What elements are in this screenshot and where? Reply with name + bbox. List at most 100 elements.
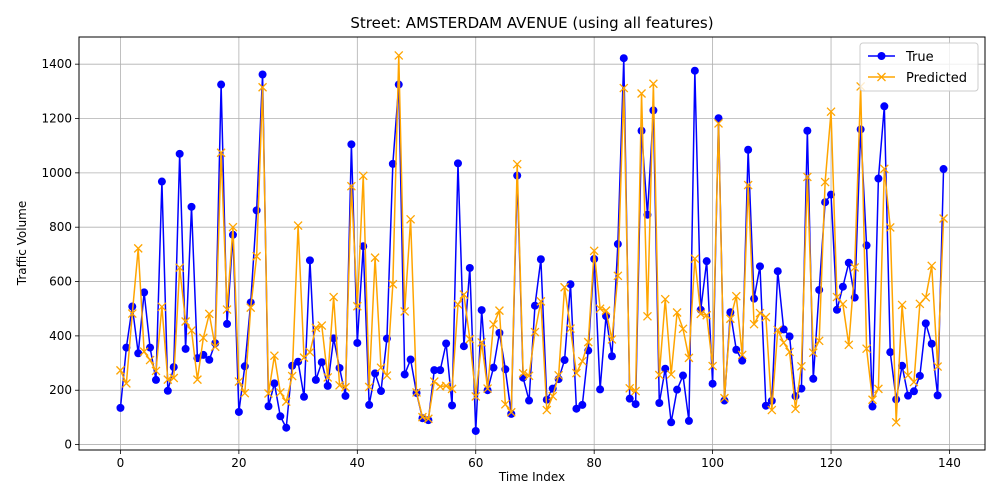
data-point-predicted: [364, 382, 374, 392]
data-point-predicted: [921, 292, 931, 302]
data-point-predicted: [714, 118, 723, 128]
data-point-predicted: [773, 325, 783, 335]
data-point-predicted: [530, 327, 540, 337]
data-point-true: [353, 338, 362, 347]
data-point-true: [181, 344, 190, 353]
data-point-predicted: [246, 303, 256, 313]
data-point-true: [305, 256, 314, 265]
data-point-true: [483, 386, 492, 395]
data-point-predicted: [210, 342, 220, 352]
data-point-predicted: [133, 243, 143, 253]
data-point-true: [779, 325, 788, 334]
data-point-true: [773, 267, 782, 276]
data-point-predicted: [637, 89, 647, 98]
data-point-predicted: [370, 253, 380, 263]
data-point-predicted: [708, 361, 718, 371]
data-point-true: [335, 363, 344, 372]
data-point-true: [530, 301, 539, 310]
data-point-predicted: [311, 323, 321, 333]
data-point-predicted: [725, 314, 735, 324]
data-point-true: [471, 426, 480, 435]
data-point-predicted: [175, 263, 185, 273]
data-point-true: [679, 371, 687, 380]
data-point-predicted: [323, 372, 333, 382]
data-point-predicted: [240, 388, 250, 398]
data-point-predicted: [234, 377, 244, 386]
data-point-predicted: [891, 417, 901, 427]
data-point-predicted: [560, 282, 570, 292]
x-tick-label: 120: [820, 456, 843, 470]
data-point-predicted: [619, 83, 629, 93]
data-point-true: [619, 54, 628, 63]
data-point-true: [134, 349, 143, 358]
data-point-predicted: [808, 348, 818, 358]
data-point-predicted: [264, 389, 273, 398]
data-point-true: [868, 402, 877, 411]
data-point-true: [690, 66, 699, 75]
data-point-true: [436, 366, 445, 375]
legend-label-true: True: [905, 50, 934, 65]
data-point-predicted: [820, 177, 830, 187]
y-tick-label: 600: [49, 275, 72, 289]
data-point-true: [708, 379, 717, 388]
data-point-predicted: [181, 317, 191, 326]
data-point-true: [453, 159, 462, 168]
y-tick-label: 800: [49, 220, 72, 234]
data-point-true: [406, 355, 415, 364]
data-point-predicted: [571, 368, 581, 378]
data-point-predicted: [494, 306, 504, 316]
plot-frame: [78, 36, 986, 451]
data-point-true: [939, 165, 948, 174]
data-point-predicted: [329, 292, 339, 302]
data-point-true: [631, 400, 640, 409]
data-point-true: [365, 400, 374, 409]
data-point-predicted: [335, 380, 345, 390]
data-point-true: [536, 255, 545, 264]
data-point-predicted: [222, 305, 232, 314]
data-point-predicted: [346, 181, 356, 191]
x-tick-label: 20: [231, 456, 246, 470]
data-point-predicted: [939, 214, 949, 223]
data-point-true: [844, 258, 853, 267]
data-point-predicted: [417, 412, 427, 422]
data-point-predicted: [613, 271, 623, 281]
data-point-true: [738, 356, 747, 365]
data-point-predicted: [187, 325, 196, 335]
data-point-predicted: [506, 407, 516, 417]
x-tick-label: 100: [701, 456, 724, 470]
data-point-predicted: [287, 371, 297, 381]
data-point-predicted: [358, 171, 368, 181]
data-point-true: [684, 416, 693, 425]
data-point-predicted: [933, 362, 943, 372]
data-point-predicted: [743, 180, 753, 190]
data-point-predicted: [791, 404, 800, 414]
data-point-predicted: [595, 304, 605, 314]
legend: True Predicted: [859, 42, 979, 92]
y-tick-label: 1000: [41, 166, 72, 180]
legend-box: [859, 42, 979, 92]
data-point-predicted: [554, 370, 564, 380]
data-point-predicted: [684, 353, 694, 363]
data-point-predicted: [601, 306, 611, 316]
legend-marker-true: [877, 52, 886, 60]
data-point-predicted: [577, 356, 587, 366]
series-line-predicted: [119, 54, 945, 424]
data-point-true: [809, 374, 818, 383]
data-point-true: [282, 423, 291, 432]
data-point-true: [578, 400, 587, 409]
data-point-true: [667, 418, 676, 427]
data-point-predicted: [352, 301, 362, 311]
data-point-predicted: [785, 347, 795, 357]
data-point-predicted: [228, 222, 238, 232]
legend-label-predicted: Predicted: [906, 71, 967, 86]
y-tick-label: 1400: [41, 57, 72, 71]
data-point-true: [572, 404, 581, 413]
y-tick-label: 400: [49, 329, 72, 343]
data-point-predicted: [423, 414, 433, 424]
data-point-true: [921, 319, 930, 328]
data-point-predicted: [796, 361, 806, 371]
data-point-true: [317, 358, 326, 367]
data-point-true: [927, 339, 936, 348]
data-point-predicted: [666, 370, 676, 379]
